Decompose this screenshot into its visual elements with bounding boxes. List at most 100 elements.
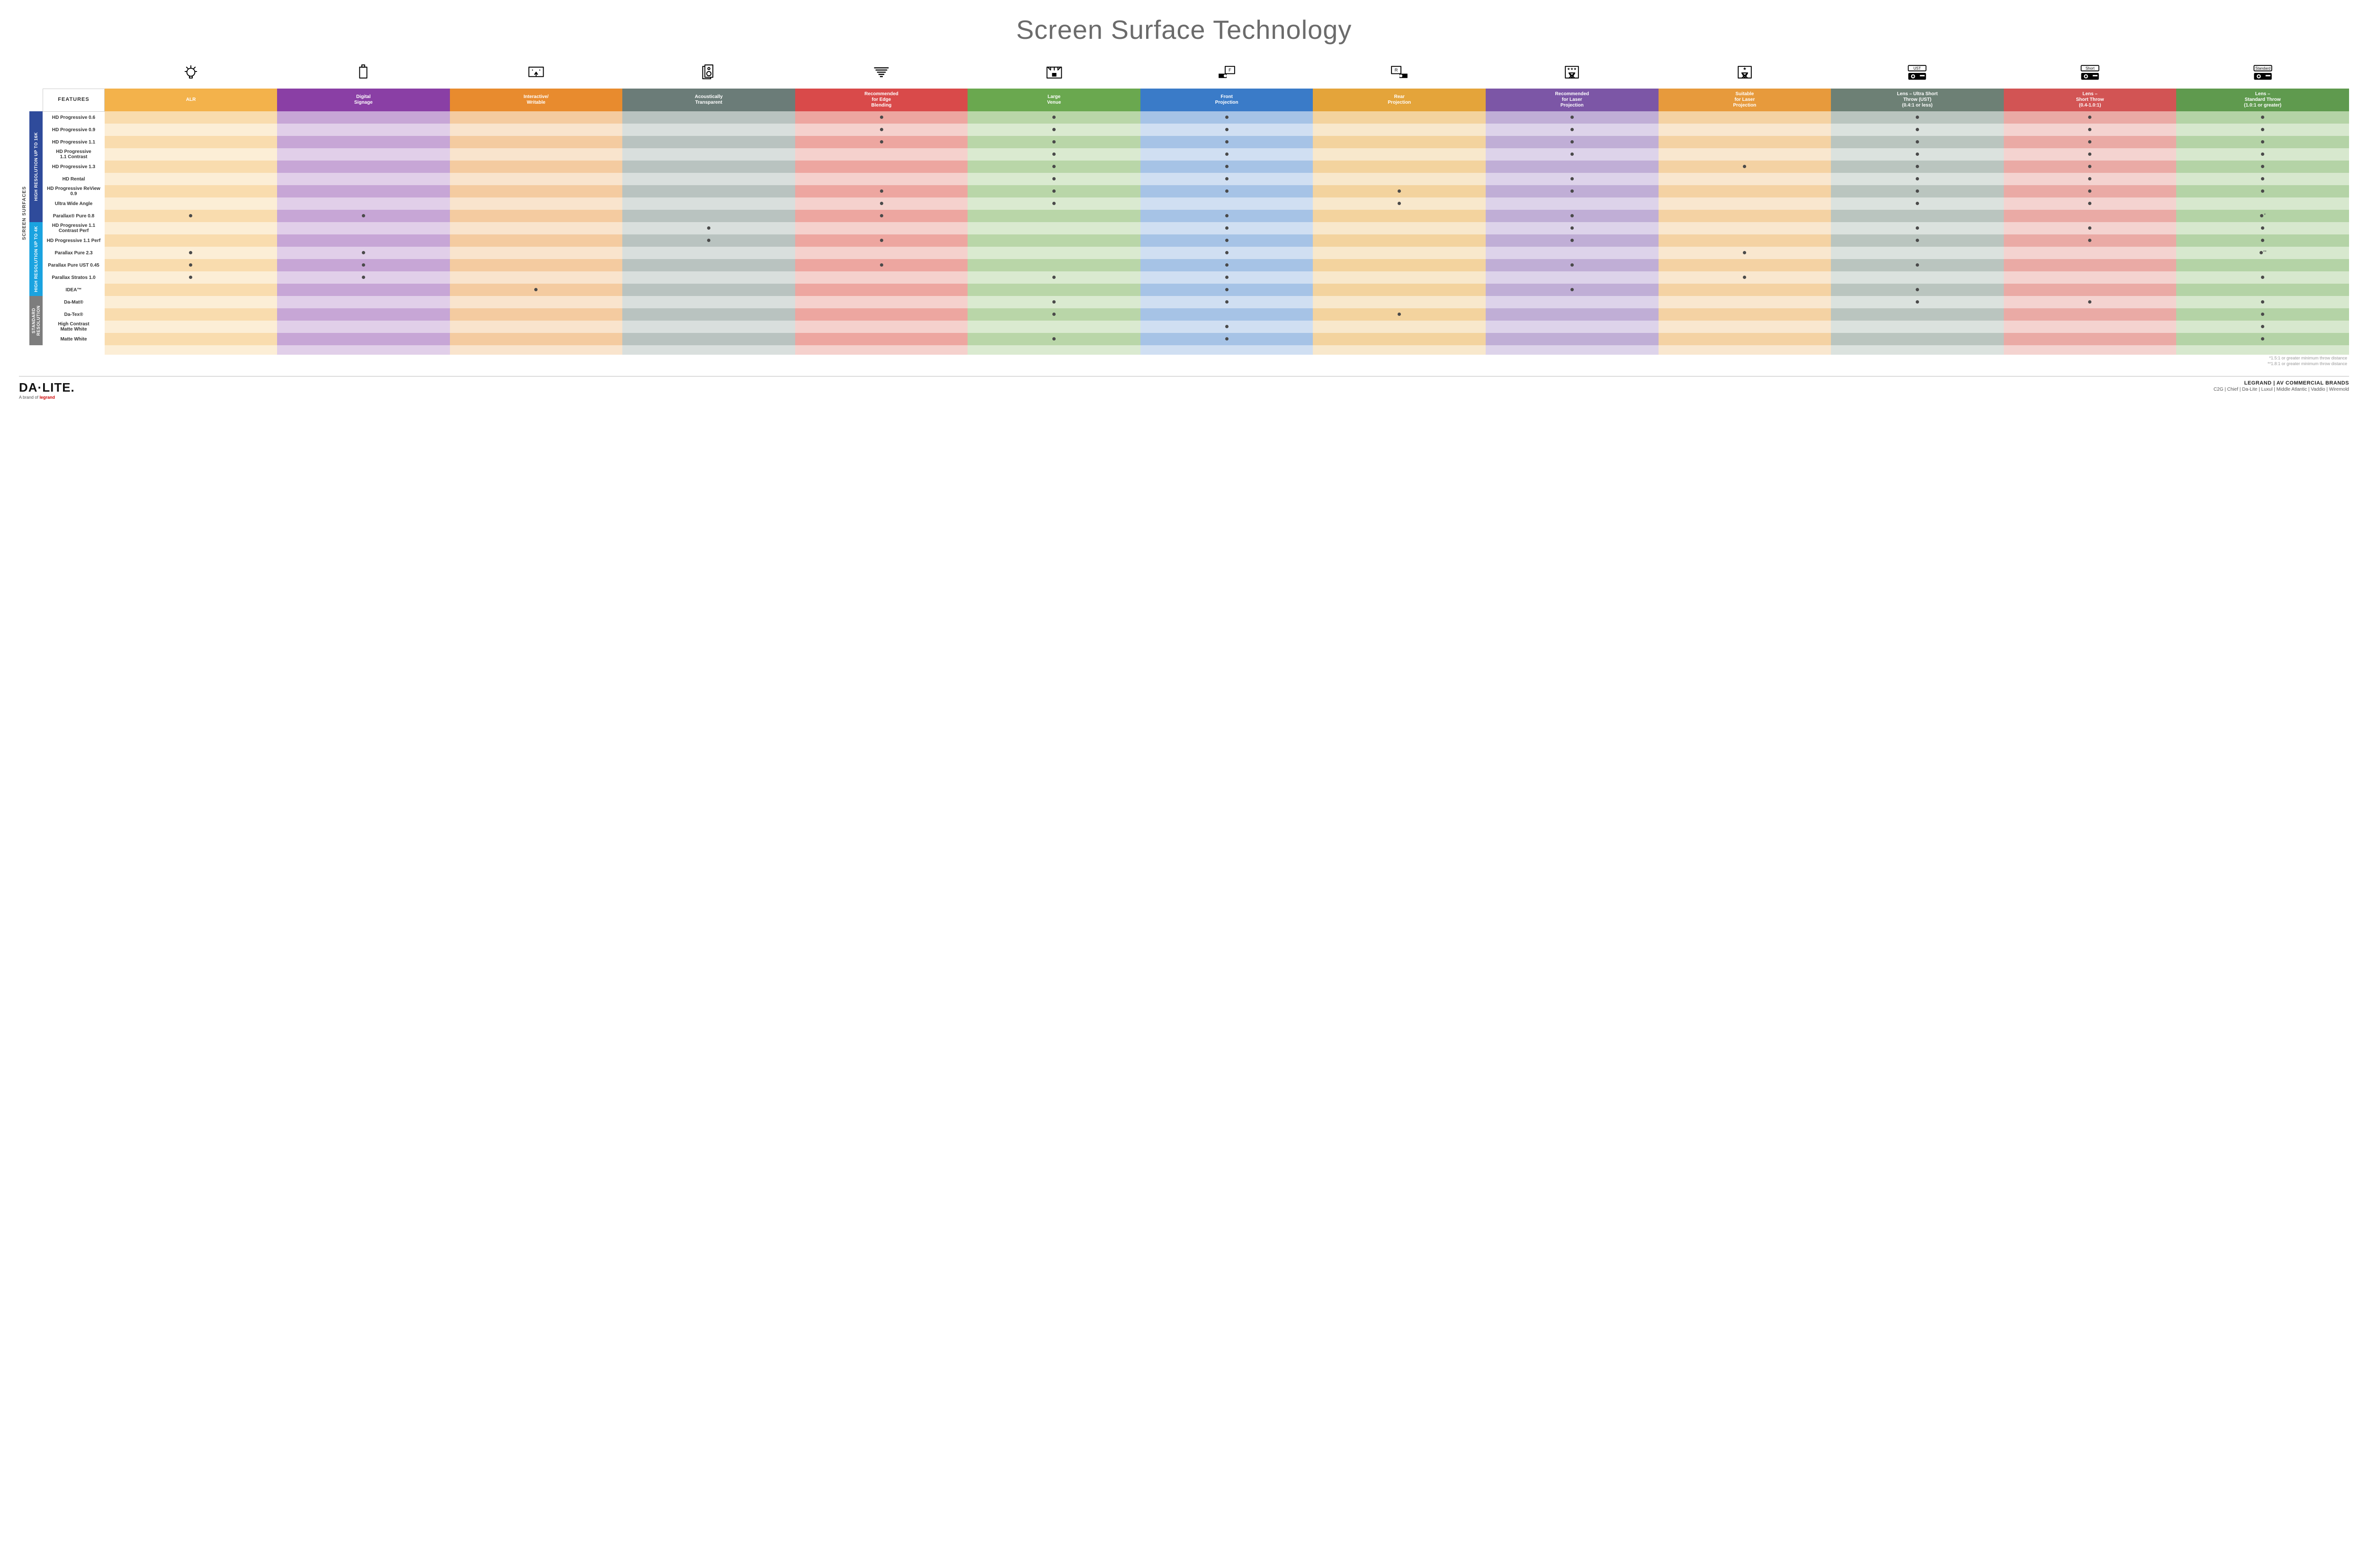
- cell-signage: [277, 197, 450, 210]
- cell-acoustic: [622, 111, 795, 124]
- feature-dot: [1916, 152, 1919, 156]
- footer-bar: DA·LITE. A brand of legrand LEGRAND | AV…: [19, 376, 2349, 400]
- cell-lassuit: [1659, 321, 1831, 333]
- cell-lasrec: [1486, 321, 1659, 333]
- cell-acoustic: [622, 321, 795, 333]
- cell-front: [1140, 197, 1313, 210]
- brands-names: C2G | Chief | Da-Lite | Luxul | Middle A…: [2214, 387, 2349, 392]
- cell-edge: [795, 210, 968, 222]
- feature-dot: [2088, 189, 2091, 193]
- feature-dot: [1052, 152, 1056, 156]
- feature-dot: [2261, 276, 2264, 279]
- cell-front: [1140, 333, 1313, 345]
- cell-lassuit: [1659, 210, 1831, 222]
- column-header-signage: DigitalSignage: [277, 89, 450, 111]
- feature-dot: [880, 128, 883, 131]
- cell-acoustic: [622, 284, 795, 296]
- table-row: Ultra Wide Angle: [43, 197, 2350, 210]
- column-icon-edge: [795, 59, 968, 89]
- cell-front: [1140, 222, 1313, 234]
- cell-write: [450, 234, 623, 247]
- feature-dot: [707, 239, 710, 242]
- cell-acoustic: [622, 210, 795, 222]
- cell-front: [1140, 259, 1313, 271]
- cell-write: [450, 173, 623, 185]
- cell-short: [2004, 111, 2177, 124]
- feature-dot: [880, 214, 883, 217]
- cell-acoustic: [622, 296, 795, 308]
- feature-dot: [1743, 165, 1746, 168]
- feature-dot: [1916, 288, 1919, 291]
- row-group-standard-resolution: STANDARD RESOLUTION: [29, 296, 43, 345]
- cell-std: [2176, 111, 2349, 124]
- feature-dot: [1398, 189, 1401, 193]
- table-row: High ContrastMatte White: [43, 321, 2350, 333]
- cell-rear: [1313, 197, 1486, 210]
- feature-dot: [1225, 239, 1229, 242]
- cell-lasrec: [1486, 259, 1659, 271]
- cell-write: [450, 185, 623, 197]
- feature-dot: [2088, 152, 2091, 156]
- cell-edge: [795, 124, 968, 136]
- feature-dot: [707, 226, 710, 230]
- feature-dot: [1052, 276, 1056, 279]
- column-icon-ust: UST: [1831, 59, 2004, 89]
- row-label: HD Progressive 1.3: [43, 161, 105, 173]
- column-icon-acoustic: [622, 59, 795, 89]
- cell-acoustic: [622, 173, 795, 185]
- cell-rear: [1313, 296, 1486, 308]
- feature-dot: [1225, 189, 1229, 193]
- table-row: Parallax Pure UST 0.45: [43, 259, 2350, 271]
- cell-std: [2176, 173, 2349, 185]
- table-row: Parallax Stratos 1.0: [43, 271, 2350, 284]
- feature-dot: [2260, 251, 2263, 254]
- cell-alr: [105, 271, 278, 284]
- feature-dot: [189, 276, 192, 279]
- feature-dot: [1052, 337, 1056, 340]
- feature-dot: [1225, 288, 1229, 291]
- cell-front: [1140, 247, 1313, 259]
- cell-std: [2176, 259, 2349, 271]
- cell-lasrec: [1486, 173, 1659, 185]
- cell-rear: [1313, 234, 1486, 247]
- cell-rear: [1313, 185, 1486, 197]
- cell-ust: [1831, 161, 2004, 173]
- cell-rear: [1313, 284, 1486, 296]
- cell-rear: [1313, 321, 1486, 333]
- cell-rear: [1313, 210, 1486, 222]
- cell-std: **: [2176, 247, 2349, 259]
- feature-dot: [1225, 226, 1229, 230]
- column-header-write: Interactive/Writable: [450, 89, 623, 111]
- column-icon-alr: [105, 59, 278, 89]
- cell-lassuit: [1659, 111, 1831, 124]
- cell-edge: [795, 148, 968, 161]
- cell-lasrec: [1486, 247, 1659, 259]
- cell-write: [450, 296, 623, 308]
- cell-ust: [1831, 234, 2004, 247]
- cell-signage: [277, 148, 450, 161]
- side-label-screen-surfaces: SCREEN SURFACES: [19, 59, 29, 367]
- cell-short: [2004, 173, 2177, 185]
- cell-front: [1140, 161, 1313, 173]
- cell-venue: [968, 124, 1140, 136]
- row-label: HD Progressive 1.1Contrast Perf: [43, 222, 105, 234]
- cell-lasrec: [1486, 222, 1659, 234]
- column-header-lassuit: Suitablefor LaserProjection: [1659, 89, 1831, 111]
- column-icon-rear: R: [1313, 59, 1486, 89]
- column-header-venue: LargeVenue: [968, 89, 1140, 111]
- cell-write: [450, 210, 623, 222]
- cell-lasrec: [1486, 161, 1659, 173]
- column-icon-std: Standard: [2176, 59, 2349, 89]
- feature-dot: [1916, 239, 1919, 242]
- cell-ust: [1831, 308, 2004, 321]
- feature-dot: [1398, 202, 1401, 205]
- cell-venue: [968, 222, 1140, 234]
- column-icon-write: [450, 59, 623, 89]
- row-group-high-resolution-up-to-4k: HIGH RESOLUTION UP TO 4K: [29, 222, 43, 296]
- cell-std: [2176, 308, 2349, 321]
- cell-ust: [1831, 247, 2004, 259]
- cell-alr: [105, 173, 278, 185]
- cell-alr: [105, 161, 278, 173]
- feature-dot: [2260, 214, 2263, 217]
- cell-edge: [795, 247, 968, 259]
